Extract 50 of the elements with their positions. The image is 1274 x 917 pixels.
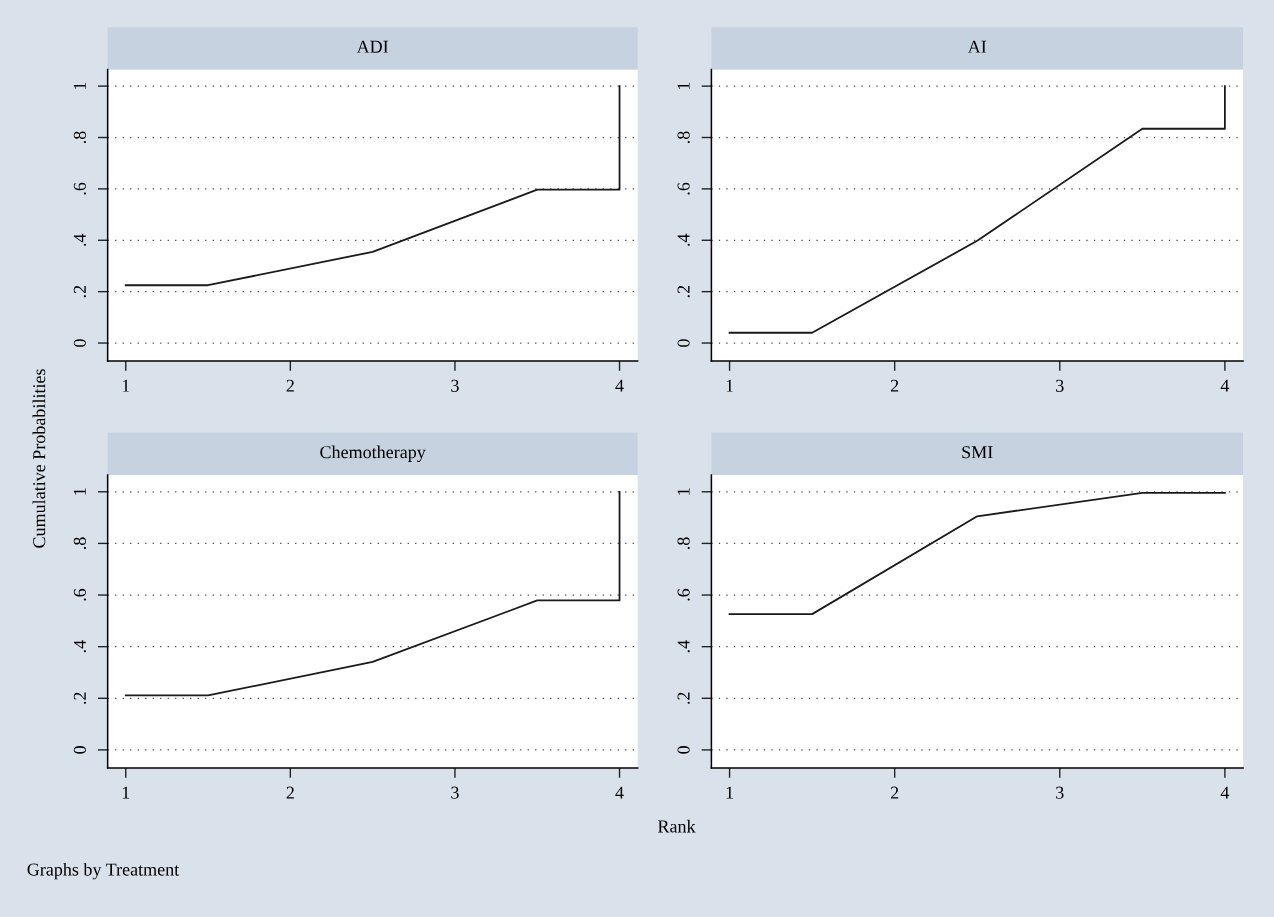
x-axis-title: Rank bbox=[657, 819, 696, 833]
x-tick-label: 3 bbox=[451, 379, 459, 392]
x-tick-label: 3 bbox=[1056, 786, 1064, 799]
y-tick-label: 1 bbox=[677, 82, 690, 90]
x-tick-label: 1 bbox=[122, 786, 130, 799]
x-tick-label: 4 bbox=[615, 379, 624, 392]
y-tick-label: .4 bbox=[677, 233, 690, 246]
x-tick-label: 1 bbox=[122, 379, 130, 392]
y-tick-label: .4 bbox=[677, 640, 690, 653]
x-tick-label: 1 bbox=[726, 379, 733, 392]
x-tick-label: 2 bbox=[890, 379, 899, 392]
y-tick-label: 0 bbox=[73, 339, 86, 347]
y-tick-label: .6 bbox=[73, 588, 87, 601]
y-tick-label: .8 bbox=[73, 131, 87, 144]
y-tick-label: 0 bbox=[677, 339, 690, 347]
chart-title: ADI bbox=[356, 40, 389, 53]
y-tick-label: .2 bbox=[73, 285, 87, 298]
y-tick-label: .8 bbox=[677, 537, 690, 549]
line-series bbox=[728, 85, 1226, 334]
y-axis-title: Cumulative Probabilities bbox=[32, 369, 46, 548]
chart-title: Chemotherapy bbox=[320, 445, 426, 462]
y-tick-label: .2 bbox=[73, 692, 87, 704]
x-tick-label: 3 bbox=[451, 786, 459, 799]
x-tick-label: 4 bbox=[1220, 786, 1230, 799]
y-tick-label: .6 bbox=[73, 182, 87, 195]
y-tick-label: .6 bbox=[677, 588, 690, 601]
line-series bbox=[124, 490, 621, 697]
x-tick-label: 1 bbox=[726, 786, 733, 799]
x-tick-label: 2 bbox=[286, 786, 294, 799]
chart-title: AI bbox=[967, 40, 987, 53]
y-tick-label: 1 bbox=[73, 82, 86, 90]
line-series bbox=[124, 85, 621, 287]
y-tick-label: .4 bbox=[73, 233, 87, 246]
y-tick-label: .8 bbox=[677, 131, 690, 144]
y-tick-label: .2 bbox=[677, 692, 690, 704]
y-tick-label: .2 bbox=[677, 285, 690, 298]
y-tick-label: .4 bbox=[73, 640, 87, 653]
chart-title: SMI bbox=[962, 446, 993, 459]
x-tick-label: 4 bbox=[615, 786, 624, 799]
y-tick-label: .8 bbox=[73, 537, 87, 549]
x-tick-label: 4 bbox=[1220, 379, 1230, 392]
text: Graphs by Treatment bbox=[27, 862, 180, 880]
y-tick-label: 1 bbox=[677, 488, 690, 495]
y-tick-label: .6 bbox=[677, 182, 690, 195]
y-tick-label: 0 bbox=[677, 746, 690, 754]
x-tick-label: 2 bbox=[890, 786, 899, 799]
x-tick-label: 3 bbox=[1056, 379, 1064, 392]
y-tick-label: 1 bbox=[73, 488, 86, 495]
x-tick-label: 2 bbox=[286, 379, 294, 392]
y-tick-label: 0 bbox=[73, 746, 86, 754]
